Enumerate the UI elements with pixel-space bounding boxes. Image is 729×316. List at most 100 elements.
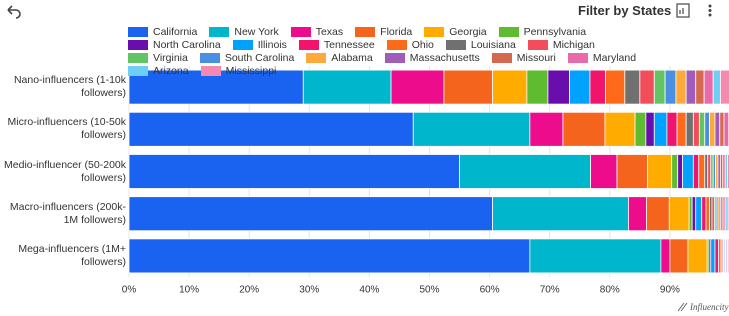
bar-segment: [712, 69, 721, 105]
brand-logo: [677, 302, 688, 312]
bar-segment: [664, 69, 677, 105]
legend-item[interactable]: Florida: [355, 26, 412, 38]
bar-segment: [692, 111, 700, 147]
bar-segment: [660, 238, 671, 274]
filter-title[interactable]: Filter by States: [578, 3, 672, 18]
x-tick-label: 30%: [299, 285, 319, 296]
bar-segment: [695, 69, 705, 105]
legend-swatch: [527, 40, 548, 50]
y-tick-label: Nano-influencers (1-10k followers): [13, 74, 126, 100]
legend-item[interactable]: North Carolina: [128, 39, 221, 51]
bar-segment: [646, 196, 670, 232]
bar-segment: [666, 111, 678, 147]
legend-item[interactable]: California: [128, 26, 197, 38]
legend-label: Arizona: [153, 65, 189, 77]
chart-icon[interactable]: [676, 3, 690, 18]
legend-item[interactable]: Arizona: [128, 65, 189, 77]
bar-segment: [459, 154, 591, 189]
legend-label: Missouri: [516, 52, 556, 64]
menu-icon[interactable]: [708, 4, 712, 17]
legend-swatch: [445, 40, 466, 50]
bar-segment: [675, 69, 687, 105]
legend-item[interactable]: New York: [209, 26, 279, 38]
legend-item[interactable]: Ohio: [386, 39, 434, 51]
x-tick-label: 50%: [419, 285, 439, 296]
legend-swatch: [355, 27, 376, 37]
legend-item[interactable]: Massachusetts: [384, 52, 480, 64]
legend-label: Mississippi: [225, 65, 277, 77]
legend-label: North Carolina: [153, 39, 221, 51]
bar-segment: [710, 238, 716, 274]
legend-swatch: [424, 27, 445, 37]
y-tick-label: Medio-influencer (50-200k followers): [4, 158, 126, 184]
bar-segment: [669, 238, 689, 274]
bar-segment: [590, 154, 618, 189]
legend-label: Georgia: [449, 26, 487, 38]
legend-item[interactable]: Louisiana: [445, 39, 516, 51]
bar-segment: [668, 196, 690, 232]
x-tick-label: 0%: [122, 285, 137, 296]
back-icon[interactable]: [7, 5, 21, 19]
bar-segment: [723, 111, 729, 147]
brand: Influencity: [690, 302, 729, 312]
legend-swatch: [128, 27, 148, 37]
y-tick-label: Mega-influencers (1M+ followers): [18, 242, 126, 268]
legend-item[interactable]: Tennessee: [298, 39, 375, 51]
bar-segment: [653, 111, 668, 147]
bar-segment: [701, 196, 707, 232]
bar-segment: [714, 111, 721, 147]
bar-segment: [695, 196, 703, 232]
legend-item[interactable]: Virginia: [128, 52, 188, 64]
bar-segment: [698, 154, 706, 189]
legend-label: Louisiana: [470, 39, 516, 51]
legend-swatch: [128, 40, 148, 50]
legend-item[interactable]: South Carolina: [199, 52, 294, 64]
legend-item[interactable]: Illinois: [232, 39, 287, 51]
legend-item[interactable]: Michigan: [527, 39, 595, 51]
legend-label: Maryland: [592, 52, 637, 64]
x-tick-label: 80%: [600, 285, 620, 296]
legend-swatch: [567, 53, 588, 63]
legend-item[interactable]: Maryland: [567, 52, 637, 64]
legend-label: Ohio: [411, 39, 434, 51]
legend-item[interactable]: Texas: [290, 26, 343, 38]
bar-segment: [691, 196, 697, 232]
legend: California New York Texas Florida Georgia Pen…: [128, 26, 658, 77]
x-tick-label: 70%: [540, 285, 560, 296]
legend-item[interactable]: Georgia: [424, 26, 487, 38]
bar-segment: [604, 111, 636, 147]
bar-segment: [685, 69, 697, 105]
bar-segment: [645, 111, 655, 147]
bar-segment: [677, 154, 683, 189]
legend-item[interactable]: Missouri: [491, 52, 556, 64]
x-tick-label: 90%: [660, 285, 680, 296]
legend-swatch: [498, 27, 519, 37]
x-tick-label: 10%: [179, 285, 199, 296]
bar-segment: [685, 111, 694, 147]
legend-swatch: [232, 40, 253, 50]
legend-item[interactable]: Mississippi: [200, 65, 277, 77]
bar-segment: [703, 69, 714, 105]
legend-label: New York: [234, 26, 279, 38]
bar-segment: [128, 196, 494, 232]
bar-segment: [634, 111, 647, 147]
legend-label: Massachusetts: [409, 52, 480, 64]
legend-item[interactable]: Pennsylvania: [498, 26, 586, 38]
bar-segment: [704, 111, 710, 147]
x-tick-label: 60%: [480, 285, 500, 296]
legend-label: Illinois: [257, 39, 287, 51]
legend-item[interactable]: Alabama: [306, 52, 373, 64]
legend-swatch: [199, 53, 220, 63]
legend-swatch: [306, 53, 327, 63]
bar-segment: [128, 111, 414, 147]
legend-swatch: [298, 40, 319, 50]
legend-swatch: [290, 27, 311, 37]
legend-swatch: [384, 53, 405, 63]
legend-swatch: [200, 66, 221, 76]
bar-segment: [492, 196, 629, 232]
bar-segment: [698, 111, 706, 147]
bar-segment: [412, 111, 531, 147]
bar-segment: [719, 69, 729, 105]
